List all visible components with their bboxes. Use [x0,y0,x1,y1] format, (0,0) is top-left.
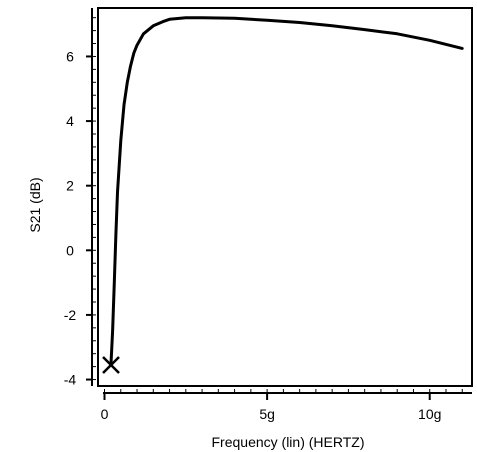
y-tick-label: -4 [64,372,77,388]
minor-ticks [92,17,463,393]
y-tick-label: 0 [66,242,74,258]
marker-layer [102,356,120,374]
cross-marker-stroke [102,356,120,374]
x-tick-label: 5g [259,406,275,422]
series-layer [109,16,464,365]
y-axis-ticks: -4 -2 0 2 4 6 [64,48,92,388]
x-axis-ticks: 0 5g 10g [101,393,441,422]
y-tick-label: 4 [66,113,74,129]
y-tick-label: 6 [66,48,74,64]
x-axis-title: Frequency (lin) (HERTZ) [212,434,365,450]
y-tick-label: -2 [64,307,77,323]
series-line [109,16,464,365]
y-tick-label: 2 [66,178,74,194]
x-tick-label: 10g [418,406,441,422]
plot-frame [97,7,473,387]
y-axis-title: S21 (dB) [27,177,43,232]
x-tick-label: 0 [101,406,109,422]
